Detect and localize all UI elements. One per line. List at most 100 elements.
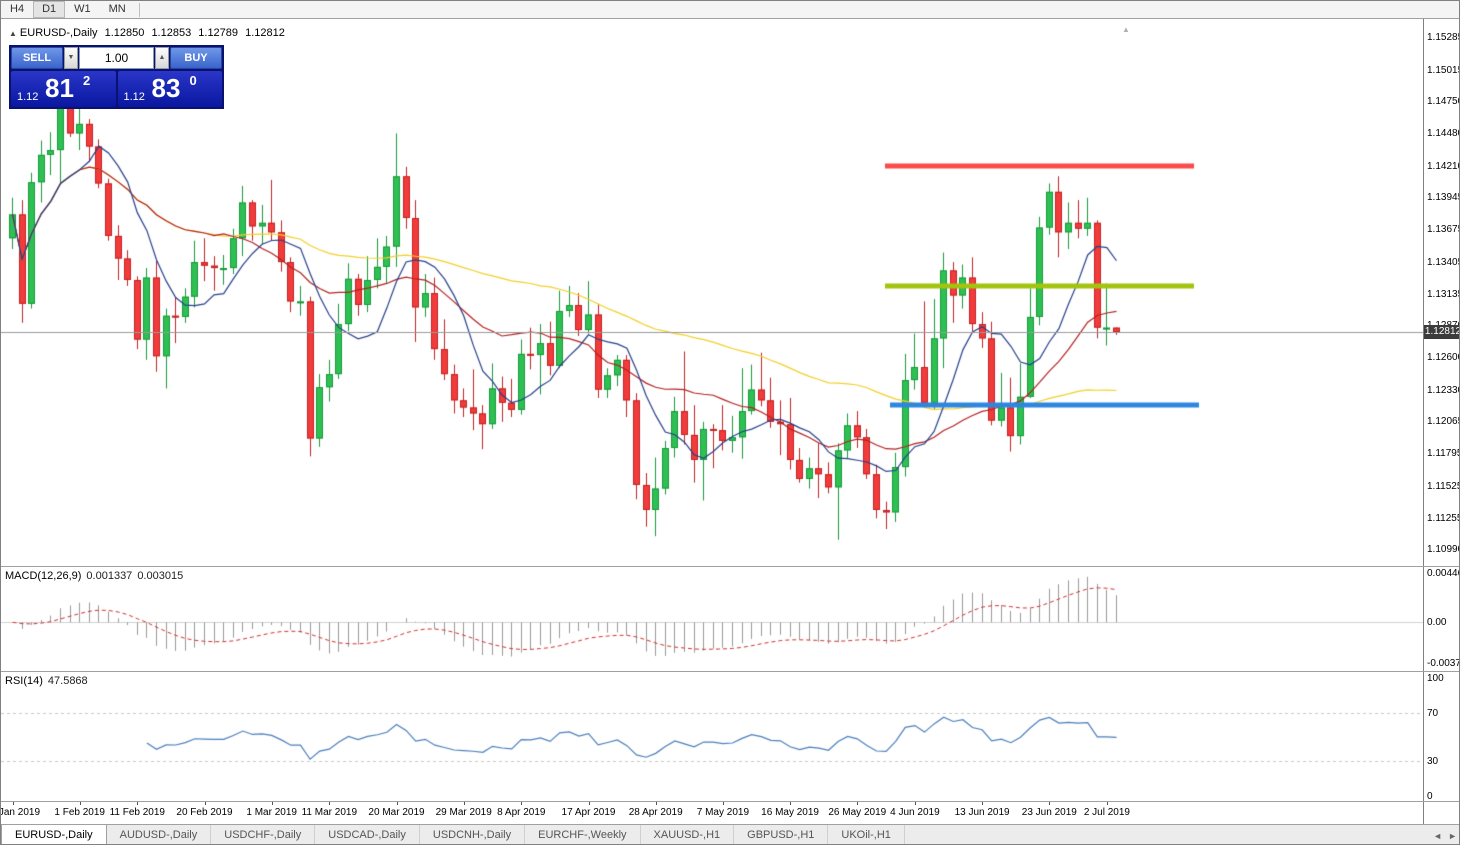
bid-big-digits: 81 <box>45 73 74 103</box>
rsi-tick-label: 30 <box>1427 755 1439 767</box>
rsi-value: 47.5868 <box>47 675 88 687</box>
rsi-tick-label: 0 <box>1427 791 1433 803</box>
date-tick-mark <box>521 802 523 805</box>
rsi-tick-label: 70 <box>1427 708 1439 720</box>
price-tick-label: 1.11525 <box>1427 480 1460 492</box>
date-label: 13 Jun 2019 <box>954 807 1010 818</box>
date-tick-mark <box>463 802 465 805</box>
volume-input[interactable] <box>79 47 154 69</box>
price-chart-canvas[interactable] <box>1 19 1423 566</box>
rsi-canvas[interactable] <box>1 672 1423 802</box>
tab-scrollers: ◄ ► <box>1433 825 1459 844</box>
date-label: 28 Apr 2019 <box>628 807 683 818</box>
price-scale-column[interactable]: 1.15285 1.15015 1.14750 1.14480 1.14210 1.139… <box>1423 19 1460 824</box>
date-label: 20 Feb 2019 <box>176 807 233 818</box>
chart-shift-marker-icon[interactable]: ▲ <box>1122 25 1130 34</box>
rsi-indicator-pane: RSI(14) 47.5868 <box>1 671 1423 802</box>
date-tick-mark <box>1049 802 1051 805</box>
chart-tab[interactable]: AUDUSD-,Daily <box>107 825 212 844</box>
chart-tab[interactable]: USDCAD-,Daily <box>315 825 420 844</box>
tab-scroll-left-icon[interactable]: ◄ <box>1433 830 1443 841</box>
date-label: 8 Apr 2019 <box>497 807 546 818</box>
macd-tick-label: 0.004465 <box>1427 567 1459 579</box>
ask-price-display[interactable]: 1.12 83 0 <box>117 71 222 107</box>
date-tick-mark <box>79 802 81 805</box>
price-tick-label: 1.12600 <box>1427 352 1460 364</box>
date-label: 2 Jul 2019 <box>1083 807 1130 818</box>
one-click-trading-panel: SELL ▼ ▲ BUY 1.12 81 2 1.12 83 0 <box>9 45 224 109</box>
ask-prefix: 1.12 <box>123 91 145 103</box>
volume-spin-up-icon[interactable]: ▲ <box>155 47 169 69</box>
timeframe-button-h4[interactable]: H4 <box>10 3 25 15</box>
macd-main-value: 0.001337 <box>86 570 133 582</box>
price-tick-label: 1.14210 <box>1427 160 1460 172</box>
pane-separator[interactable] <box>1 566 1459 567</box>
chart-tab[interactable]: EURUSD-,Daily <box>1 825 107 844</box>
date-label: 16 May 2019 <box>761 807 819 818</box>
ask-big-digits: 83 <box>151 73 181 103</box>
ohlc-close: 1.12812 <box>245 27 285 39</box>
date-tick-mark <box>12 802 14 805</box>
buy-button[interactable]: BUY <box>170 47 222 69</box>
date-label: 20 Mar 2019 <box>368 807 425 818</box>
macd-canvas[interactable] <box>1 567 1423 671</box>
chart-tab[interactable]: UKOil-,H1 <box>828 825 905 844</box>
bid-price-display[interactable]: 1.12 81 2 <box>11 71 116 107</box>
price-tick-label: 1.10990 <box>1427 544 1460 556</box>
chart-symbol-label: EURUSD-,Daily <box>19 27 98 39</box>
ask-pip-fraction: 0 <box>189 73 197 88</box>
date-label: 4 Jun 2019 <box>890 807 940 818</box>
date-tick-mark <box>722 802 724 805</box>
ohlc-low: 1.12789 <box>198 27 239 39</box>
timeframe-toolbar: H4 D1 W1 MN <box>1 1 1459 19</box>
chart-tab[interactable]: USDCHF-,Daily <box>211 825 316 844</box>
ohlc-high: 1.12853 <box>151 27 192 39</box>
price-tick-label: 1.12330 <box>1427 384 1460 396</box>
chart-tab[interactable]: USDCNH-,Daily <box>420 825 526 844</box>
sell-button[interactable]: SELL <box>11 47 63 69</box>
date-label: 1 Feb 2019 <box>54 807 105 818</box>
volume-dropdown-icon[interactable]: ▼ <box>64 47 78 69</box>
timeframe-button-d1[interactable]: D1 <box>33 1 66 18</box>
bid-prefix: 1.12 <box>17 91 39 103</box>
rsi-label: RSI(14) 47.5868 <box>5 675 88 687</box>
timeframe-button-mn[interactable]: MN <box>108 3 126 15</box>
macd-indicator-pane: MACD(12,26,9) 0.001337 0.003015 <box>1 566 1423 671</box>
chart-ohlc-header: ▲ EURUSD-,Daily 1.12850 1.12853 1.12789 1… <box>9 27 289 39</box>
date-tick-mark <box>329 802 331 805</box>
rsi-tick-label: 100 <box>1427 672 1444 684</box>
chart-tab[interactable]: GBPUSD-,H1 <box>734 825 829 844</box>
date-tick-mark <box>204 802 206 805</box>
pane-separator[interactable] <box>1 671 1459 672</box>
date-tick-mark <box>396 802 398 805</box>
date-label: 7 May 2019 <box>696 807 750 818</box>
tab-scroll-right-icon[interactable]: ► <box>1448 830 1457 841</box>
ohlc-open: 1.12850 <box>104 27 145 39</box>
date-tick-mark <box>857 802 859 805</box>
symbol-marker-icon: ▲ <box>9 29 17 38</box>
date-tick-mark <box>914 802 916 805</box>
date-label: 11 Mar 2019 <box>301 807 357 818</box>
date-tick-mark <box>588 802 590 805</box>
price-tick-label: 1.11255 <box>1427 512 1460 524</box>
date-label: 11 Feb 2019 <box>109 807 165 818</box>
price-tick-label: 1.14480 <box>1427 128 1460 140</box>
date-tick-mark <box>655 802 657 805</box>
date-tick-mark <box>137 802 139 805</box>
chart-tab[interactable]: XAUUSD-,H1 <box>641 825 735 844</box>
timeframe-button-w1[interactable]: W1 <box>74 3 91 15</box>
date-axis[interactable]: 23 Jan 2019 1 Feb 2019 11 Feb 2019 20 Feb 2… <box>1 801 1423 824</box>
date-label: 17 Apr 2019 <box>561 807 616 818</box>
price-tick-label: 1.15285 <box>1427 32 1460 44</box>
chart-tab[interactable]: EURCHF-,Weekly <box>525 825 641 844</box>
chart-tab-bar: EURUSD-,Daily AUDUSD-,Daily USDCHF-,Daily U… <box>1 824 1459 844</box>
price-tick-label: 1.11795 <box>1427 448 1460 460</box>
date-label: 23 Jan 2019 <box>0 807 41 818</box>
macd-label: MACD(12,26,9) 0.001337 0.003015 <box>5 570 184 582</box>
price-tick-label: 1.15015 <box>1427 64 1460 76</box>
date-tick-mark <box>790 802 792 805</box>
pane-separator <box>1 801 1459 802</box>
price-tick-label: 1.14750 <box>1427 96 1460 108</box>
current-price-badge: 1.12812 <box>1424 325 1460 340</box>
